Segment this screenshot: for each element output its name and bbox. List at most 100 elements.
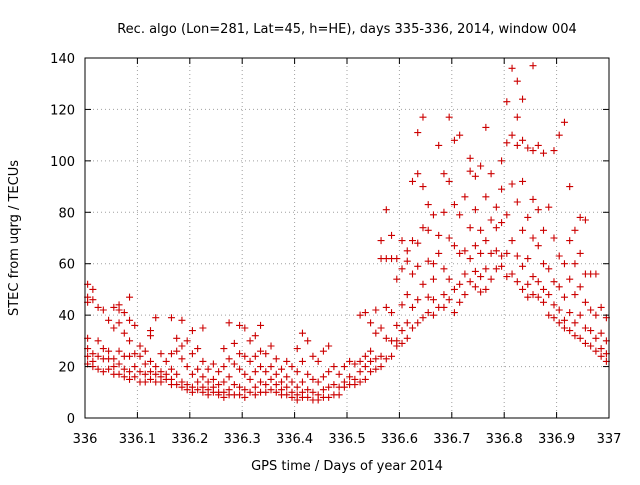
data-point (152, 314, 160, 322)
data-point (346, 357, 354, 365)
data-point (450, 242, 458, 250)
data-point (508, 64, 516, 72)
data-point (466, 154, 474, 162)
data-point (314, 357, 322, 365)
data-point (571, 319, 579, 327)
data-point (498, 219, 506, 227)
data-point (173, 334, 181, 342)
data-point (314, 396, 322, 404)
data-point (519, 226, 527, 234)
data-point (492, 203, 500, 211)
data-point (325, 342, 333, 350)
data-point (482, 237, 490, 245)
data-point (545, 291, 553, 299)
data-point (204, 391, 212, 399)
data-point (487, 249, 495, 257)
data-point (581, 216, 589, 224)
data-point (403, 247, 411, 255)
grid-lines (85, 58, 609, 418)
data-point (173, 381, 181, 389)
data-point (555, 319, 563, 327)
data-point (94, 365, 102, 373)
data-point (477, 273, 485, 281)
data-point (435, 249, 443, 257)
data-point (241, 352, 249, 360)
data-point (309, 375, 317, 383)
y-axis-tick-labels: 0 20 40 60 80 100 120 140 (50, 52, 75, 427)
data-point (409, 270, 416, 278)
data-point (445, 177, 453, 185)
data-point (424, 201, 432, 209)
data-point (110, 303, 118, 311)
data-point (283, 373, 291, 381)
data-point (487, 275, 495, 283)
data-point (545, 311, 553, 319)
data-point (429, 296, 437, 304)
data-point (398, 327, 406, 335)
data-point (283, 357, 291, 365)
data-point (498, 157, 506, 165)
data-point (372, 329, 380, 337)
data-point (283, 391, 291, 399)
data-point (545, 203, 553, 211)
data-point (236, 383, 244, 391)
data-point (178, 355, 186, 363)
data-point (304, 386, 312, 394)
data-point (225, 319, 233, 327)
data-point (393, 255, 401, 263)
data-point (398, 237, 406, 245)
data-point (131, 350, 139, 358)
data-point (351, 360, 359, 368)
data-point (414, 170, 422, 178)
data-point (529, 234, 537, 242)
data-point (524, 280, 532, 288)
data-point (230, 360, 238, 368)
data-point (560, 324, 568, 332)
data-point (120, 373, 128, 381)
data-point (576, 311, 584, 319)
data-point (367, 368, 375, 376)
data-point (361, 352, 369, 360)
data-point (167, 365, 175, 373)
data-point (524, 144, 532, 152)
data-point (513, 113, 521, 121)
data-point (592, 311, 600, 319)
data-point (115, 306, 123, 314)
data-point (450, 309, 458, 317)
data-point (508, 180, 516, 188)
data-point (581, 298, 589, 306)
data-point (225, 373, 233, 381)
data-point (414, 296, 422, 304)
data-point (592, 347, 600, 355)
data-point (293, 345, 301, 353)
data-point (215, 391, 223, 399)
data-point (498, 185, 506, 193)
data-point (503, 249, 511, 257)
data-point (435, 141, 443, 149)
data-point (576, 334, 584, 342)
data-point (126, 352, 134, 360)
data-point (477, 249, 485, 257)
data-point (403, 257, 411, 265)
data-point (440, 291, 448, 299)
data-point (89, 350, 97, 358)
x-tick-label: 336.9 (538, 432, 575, 447)
data-point (147, 375, 154, 383)
data-point (257, 347, 265, 355)
data-point (267, 342, 275, 350)
data-point (560, 316, 568, 324)
data-point (414, 262, 422, 270)
data-point (566, 275, 574, 283)
data-point (576, 249, 584, 257)
data-point (115, 370, 123, 378)
data-point (262, 381, 270, 389)
data-point (492, 265, 500, 273)
data-point (257, 321, 265, 329)
data-point (581, 324, 589, 332)
data-point (262, 368, 270, 376)
data-point (152, 370, 160, 378)
data-point (550, 278, 558, 286)
data-point (361, 375, 369, 383)
data-point (440, 265, 448, 273)
